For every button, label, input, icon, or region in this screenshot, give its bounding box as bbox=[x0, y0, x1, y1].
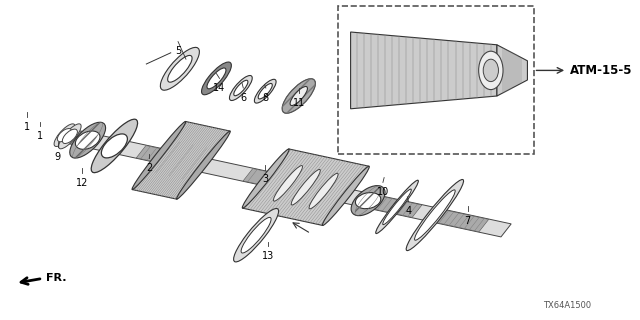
Ellipse shape bbox=[58, 129, 72, 142]
Ellipse shape bbox=[234, 209, 278, 262]
Ellipse shape bbox=[202, 62, 232, 95]
Ellipse shape bbox=[406, 180, 463, 251]
Ellipse shape bbox=[351, 186, 385, 216]
Polygon shape bbox=[368, 196, 422, 217]
Ellipse shape bbox=[383, 189, 412, 225]
Polygon shape bbox=[435, 210, 489, 232]
Ellipse shape bbox=[59, 124, 81, 149]
Ellipse shape bbox=[291, 169, 320, 205]
Ellipse shape bbox=[376, 180, 419, 234]
Ellipse shape bbox=[355, 193, 381, 209]
Text: 5: 5 bbox=[175, 46, 181, 56]
Ellipse shape bbox=[290, 86, 307, 106]
Ellipse shape bbox=[62, 129, 77, 143]
Ellipse shape bbox=[230, 76, 252, 100]
Text: TX64A1500: TX64A1500 bbox=[543, 301, 591, 310]
Polygon shape bbox=[56, 128, 511, 237]
Polygon shape bbox=[132, 122, 230, 199]
Ellipse shape bbox=[161, 47, 200, 90]
Text: 1: 1 bbox=[36, 131, 43, 141]
Text: 10: 10 bbox=[377, 187, 389, 197]
Ellipse shape bbox=[282, 79, 316, 113]
Ellipse shape bbox=[243, 149, 289, 208]
Ellipse shape bbox=[234, 80, 248, 96]
Ellipse shape bbox=[54, 124, 75, 147]
Text: 13: 13 bbox=[262, 251, 275, 261]
Text: 4: 4 bbox=[406, 206, 412, 216]
Ellipse shape bbox=[309, 173, 338, 209]
Polygon shape bbox=[351, 32, 497, 109]
Polygon shape bbox=[56, 128, 101, 148]
Ellipse shape bbox=[258, 84, 272, 99]
Ellipse shape bbox=[168, 55, 192, 82]
Ellipse shape bbox=[483, 59, 499, 82]
Text: 11: 11 bbox=[292, 98, 305, 108]
Text: 9: 9 bbox=[55, 152, 61, 162]
Ellipse shape bbox=[70, 122, 106, 158]
Ellipse shape bbox=[415, 190, 455, 240]
Text: 6: 6 bbox=[240, 93, 246, 103]
Text: 14: 14 bbox=[213, 83, 226, 93]
Ellipse shape bbox=[241, 217, 271, 253]
Text: ATM-15-5: ATM-15-5 bbox=[570, 64, 632, 77]
Text: 7: 7 bbox=[465, 216, 471, 226]
Ellipse shape bbox=[132, 122, 186, 189]
Text: FR.: FR. bbox=[45, 273, 66, 284]
Text: 2: 2 bbox=[147, 163, 152, 173]
Ellipse shape bbox=[207, 68, 226, 89]
Ellipse shape bbox=[323, 166, 369, 226]
Polygon shape bbox=[243, 169, 333, 198]
Ellipse shape bbox=[91, 119, 138, 173]
Ellipse shape bbox=[101, 134, 127, 158]
Polygon shape bbox=[497, 45, 527, 96]
Ellipse shape bbox=[254, 79, 276, 103]
Ellipse shape bbox=[479, 51, 503, 90]
Ellipse shape bbox=[76, 131, 100, 149]
Ellipse shape bbox=[177, 131, 230, 199]
Text: 1: 1 bbox=[24, 122, 31, 132]
Polygon shape bbox=[243, 149, 369, 225]
Text: 3: 3 bbox=[262, 174, 268, 184]
Polygon shape bbox=[136, 146, 199, 169]
Ellipse shape bbox=[273, 165, 303, 201]
Text: 12: 12 bbox=[76, 178, 88, 188]
Text: 8: 8 bbox=[263, 93, 269, 103]
